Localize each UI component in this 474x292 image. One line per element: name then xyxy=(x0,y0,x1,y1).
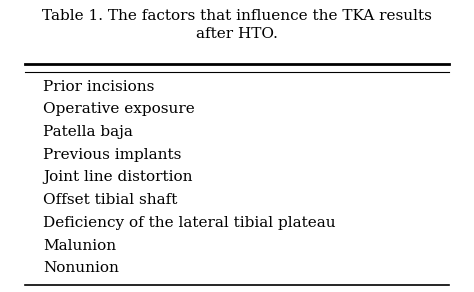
Text: Deficiency of the lateral tibial plateau: Deficiency of the lateral tibial plateau xyxy=(43,216,336,230)
Text: Operative exposure: Operative exposure xyxy=(43,102,195,117)
Text: Joint line distortion: Joint line distortion xyxy=(43,171,192,185)
Text: Patella baja: Patella baja xyxy=(43,125,133,139)
Text: Offset tibial shaft: Offset tibial shaft xyxy=(43,193,177,207)
Text: Nonunion: Nonunion xyxy=(43,261,119,275)
Text: Prior incisions: Prior incisions xyxy=(43,80,154,94)
Text: Malunion: Malunion xyxy=(43,239,116,253)
Text: Previous implants: Previous implants xyxy=(43,148,181,162)
Text: Table 1. The factors that influence the TKA results
after HTO.: Table 1. The factors that influence the … xyxy=(42,9,432,41)
